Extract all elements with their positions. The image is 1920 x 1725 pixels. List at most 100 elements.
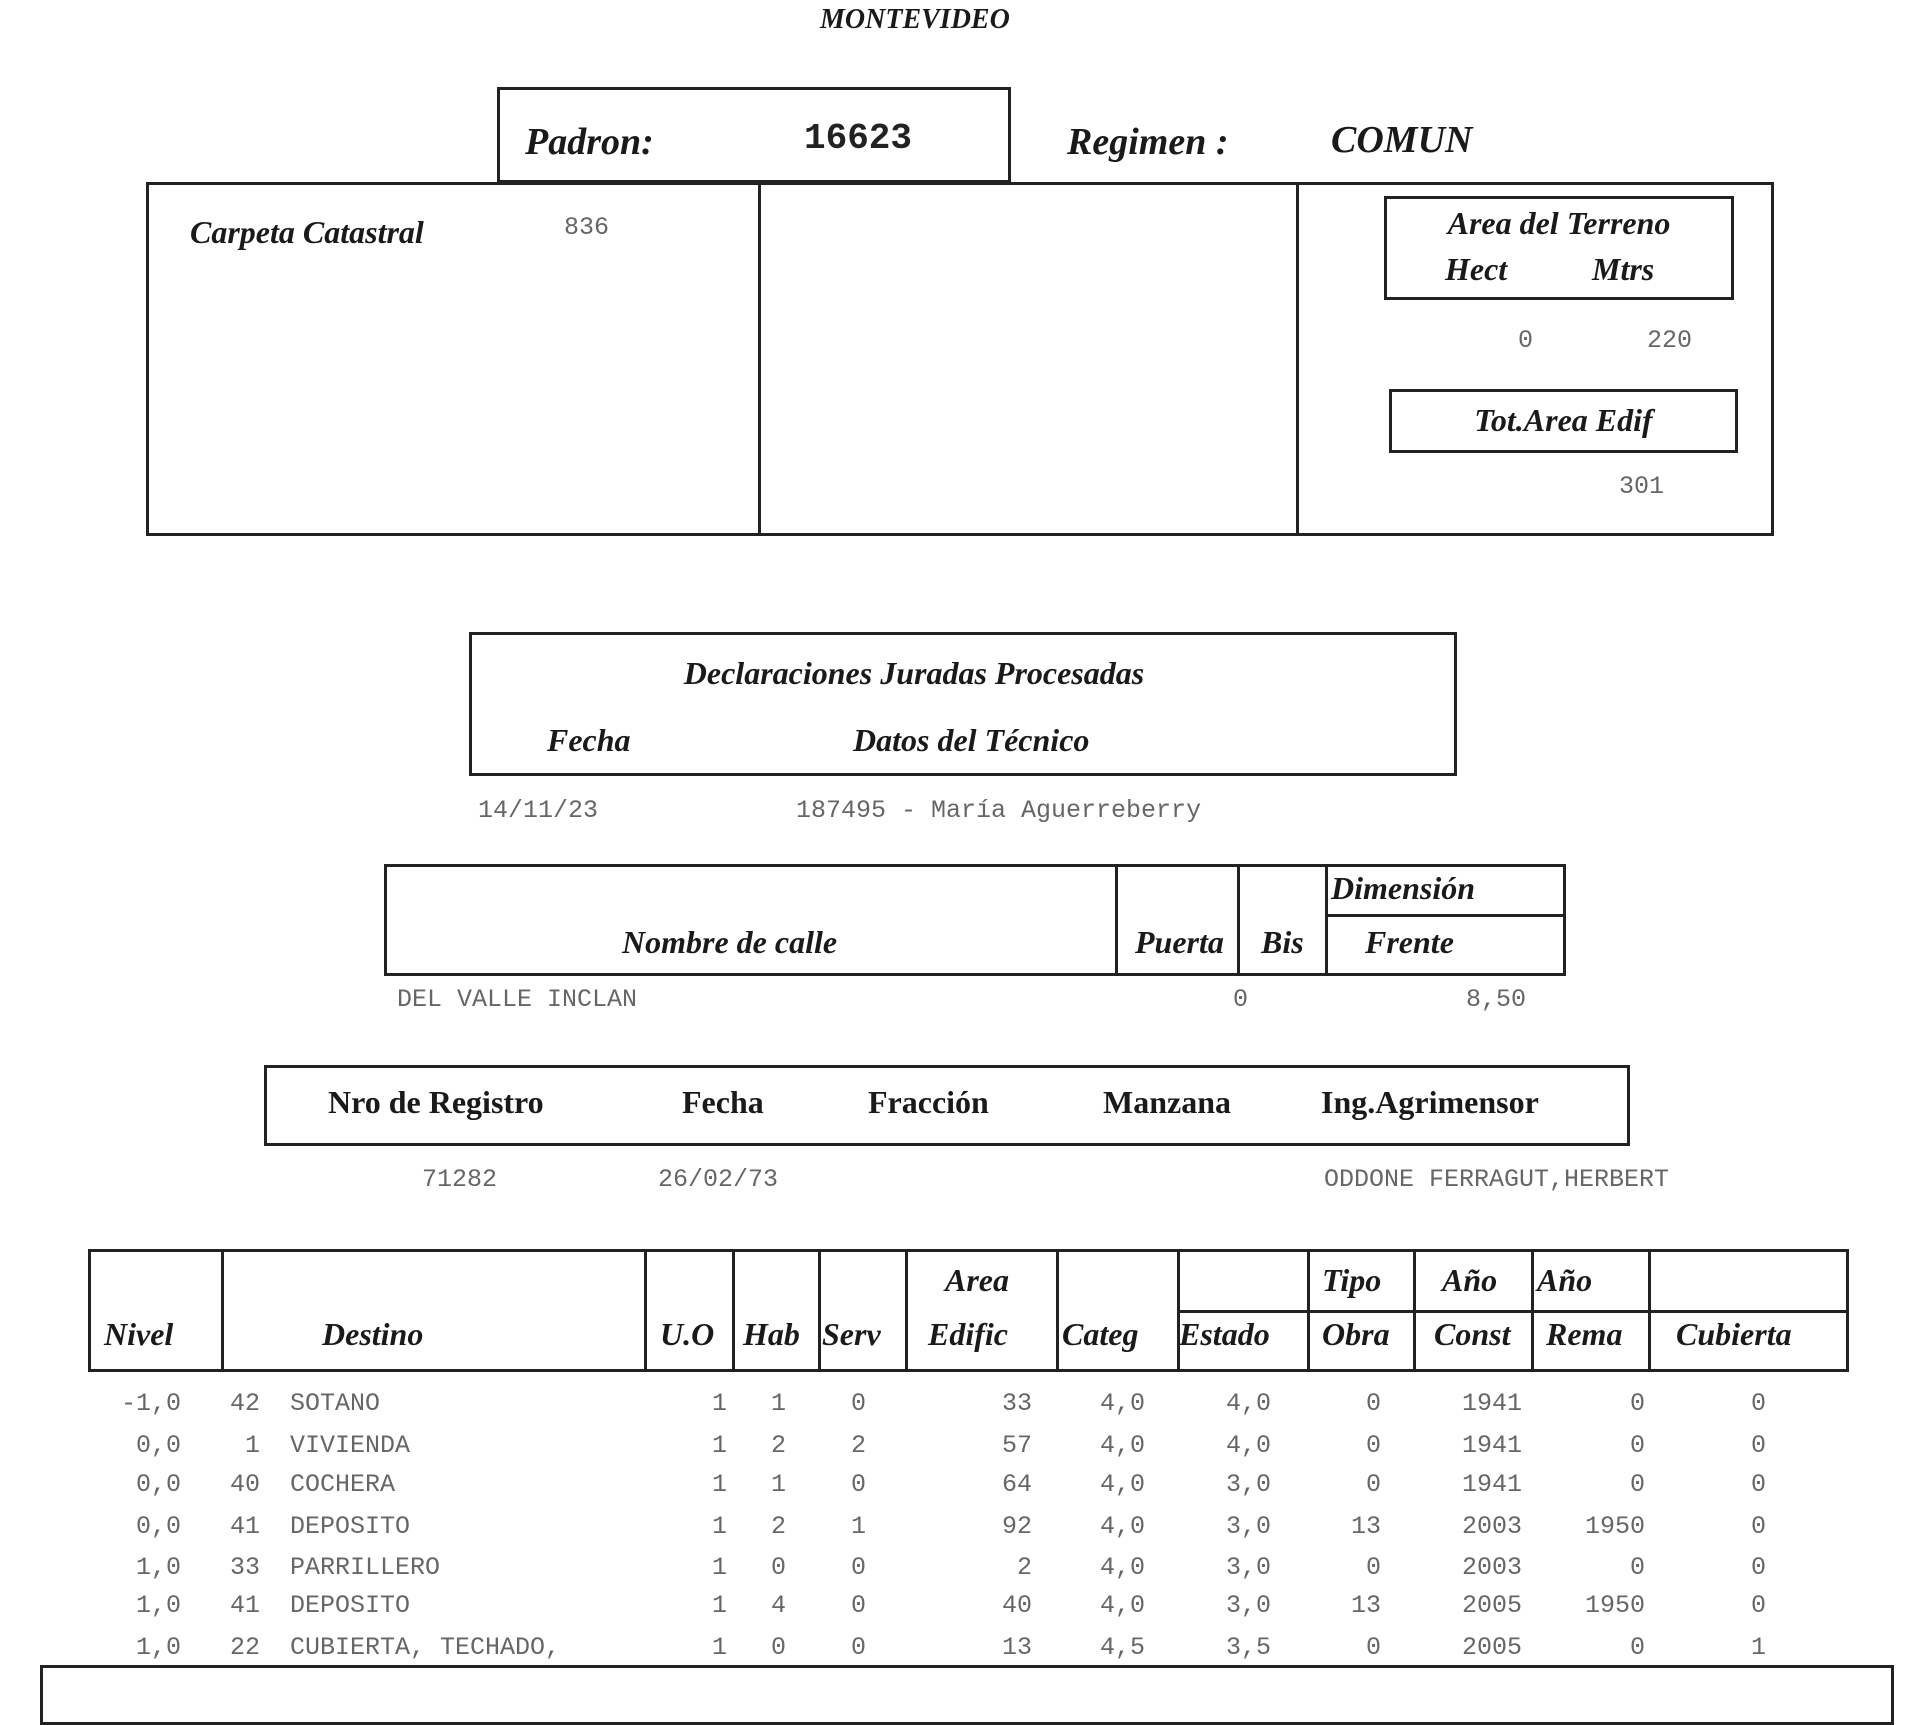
cell-cubierta: 0 [1750,1591,1766,1620]
divider [758,182,761,536]
cell-categ: 4,0 [1099,1470,1145,1499]
col-estado: Estado [1179,1316,1270,1352]
cell-area: 2 [1016,1553,1032,1582]
dimension-label: Dimensión [1331,870,1476,906]
cell-cubierta: 1 [1750,1633,1766,1662]
divider [732,1249,735,1372]
col-area-2: Edific [928,1316,1008,1352]
col-tipo-1: Tipo [1322,1262,1382,1298]
cell-tipo-obra: 0 [1365,1389,1381,1418]
cell-tipo-obra: 0 [1365,1633,1381,1662]
frente-label: Frente [1365,924,1454,960]
col-serv: Serv [822,1316,881,1352]
padron-value: 16623 [804,118,913,159]
nro-registro-label: Nro de Registro [328,1084,544,1120]
divider [644,1249,647,1372]
cell-hab: 4 [770,1591,786,1620]
mtrs-label: Mtrs [1592,251,1655,287]
calle-puerta: 0 [1233,985,1249,1014]
cell-destino: SOTANO [290,1389,381,1418]
calle-frente: 8,50 [1465,985,1526,1014]
cell-destino: DEPOSITO [290,1512,411,1541]
area-terreno-label: Area del Terreno [1447,205,1671,241]
manzana-label: Manzana [1103,1084,1231,1120]
tot-area-value: 301 [1619,472,1665,501]
cell-ano-const: 2005 [1461,1633,1522,1662]
carpeta-label: Carpeta Catastral [190,214,424,250]
cell-cubierta: 0 [1750,1470,1766,1499]
cell-ano-const: 1941 [1461,1389,1522,1418]
col-rema-1: Año [1537,1262,1593,1298]
cell-estado: 4,0 [1225,1431,1271,1460]
nombre-calle-label: Nombre de calle [622,924,838,960]
cell-categ: 4,0 [1099,1389,1145,1418]
padron-box [497,87,1011,183]
cell-area: 57 [1001,1431,1032,1460]
divider [221,1249,224,1372]
cell-ano-rema: 1950 [1584,1591,1645,1620]
cell-ano-const: 2005 [1461,1591,1522,1620]
cell-ano-const: 2003 [1461,1512,1522,1541]
cell-ano-const: 2003 [1461,1553,1522,1582]
col-const-2: Const [1434,1316,1511,1352]
calle-nombre: DEL VALLE INCLAN [397,985,638,1014]
cell-area: 33 [1001,1389,1032,1418]
cell-serv: 2 [850,1431,866,1460]
cell-uo: 1 [711,1431,727,1460]
regimen-label: Regimen : [1067,121,1229,163]
cell-area: 13 [1001,1633,1032,1662]
cell-serv: 0 [850,1633,866,1662]
cell-nivel: 1,0 [135,1633,181,1662]
cell-uo: 1 [711,1633,727,1662]
divider [1056,1249,1059,1372]
cell-hab: 2 [770,1431,786,1460]
cell-area: 40 [1001,1591,1032,1620]
cell-estado: 3,5 [1225,1633,1271,1662]
cell-codigo: 1 [244,1431,260,1460]
cell-cubierta: 0 [1750,1553,1766,1582]
cell-categ: 4,0 [1099,1512,1145,1541]
col-cubierta: Cubierta [1676,1316,1792,1352]
puerta-label: Puerta [1135,924,1224,960]
cell-area: 64 [1001,1470,1032,1499]
cell-estado: 4,0 [1225,1389,1271,1418]
carpeta-value: 836 [564,213,610,242]
cell-categ: 4,0 [1099,1431,1145,1460]
declaraciones-title: Declaraciones Juradas Procesadas [683,655,1145,691]
cell-destino: DEPOSITO [290,1591,411,1620]
catastro-box [146,182,1774,536]
hect-label: Hect [1445,251,1508,287]
tot-area-label: Tot.Area Edif [1474,402,1653,438]
cell-hab: 0 [770,1633,786,1662]
cell-estado: 3,0 [1225,1591,1271,1620]
tot-area-box [1389,389,1738,453]
declaraciones-box [469,632,1457,776]
registro-nro: 71282 [422,1165,498,1194]
cell-tipo-obra: 0 [1365,1431,1381,1460]
col-const-1: Año [1442,1262,1498,1298]
cell-tipo-obra: 13 [1350,1591,1381,1620]
cell-codigo: 40 [229,1470,260,1499]
col-categ: Categ [1062,1316,1139,1352]
cell-nivel: -1,0 [120,1389,181,1418]
col-uo: U.O [660,1316,715,1352]
regimen-value: COMUN [1331,119,1473,161]
cell-destino: PARRILLERO [290,1553,441,1582]
divider [1325,864,1328,976]
declaracion-tecnico: 187495 - María Aguerreberry [796,796,1202,825]
col-hab: Hab [743,1316,800,1352]
cell-uo: 1 [711,1389,727,1418]
cell-serv: 0 [850,1470,866,1499]
cell-nivel: 0,0 [135,1431,181,1460]
cell-ano-rema: 0 [1629,1389,1645,1418]
cell-nivel: 1,0 [135,1553,181,1582]
cell-ano-rema: 0 [1629,1470,1645,1499]
cell-cubierta: 0 [1750,1389,1766,1418]
area-terreno-box [1384,196,1734,300]
cell-cubierta: 0 [1750,1431,1766,1460]
agrimensor-label: Ing.Agrimensor [1321,1084,1539,1120]
cell-serv: 0 [850,1389,866,1418]
calle-box [384,864,1566,976]
registro-agrimensor: ODDONE FERRAGUT,HERBERT [1324,1165,1670,1194]
cell-ano-const: 1941 [1461,1470,1522,1499]
